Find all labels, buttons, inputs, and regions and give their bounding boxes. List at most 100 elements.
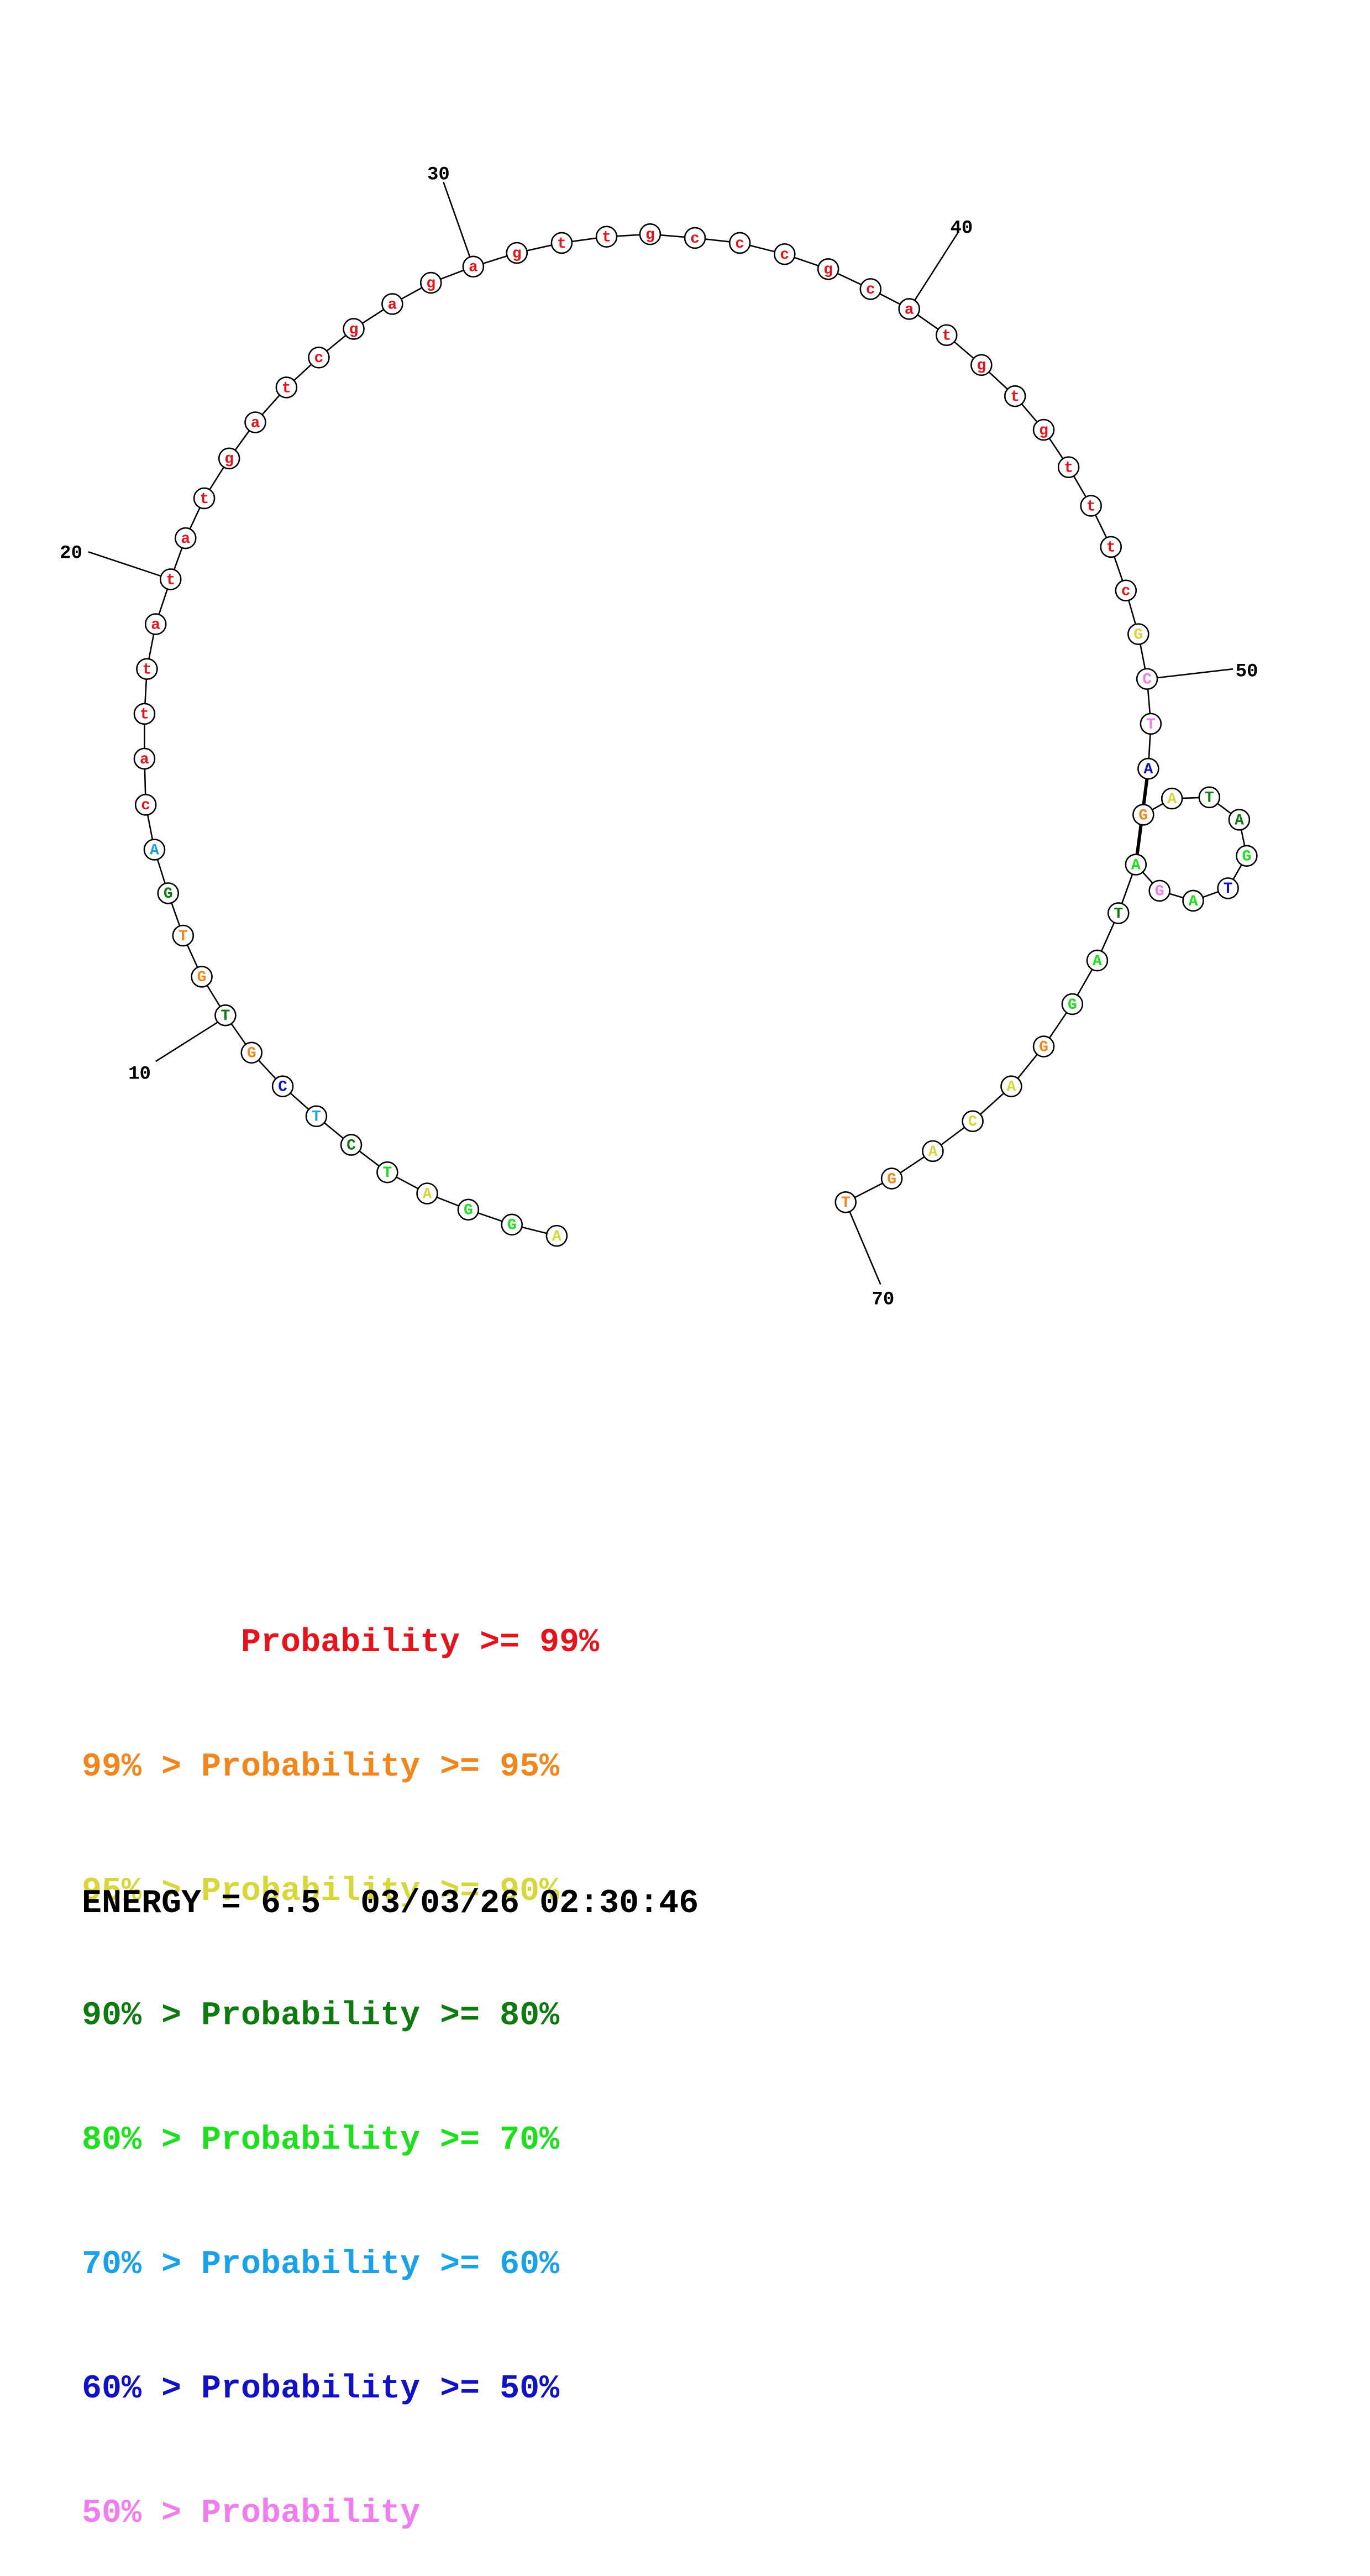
legend-row: 60% > Probability >= 50% <box>82 2370 560 2408</box>
timestamp: 03/03/26 02:30:46 <box>360 1885 699 1923</box>
nucleotide-letter: G <box>1138 807 1148 824</box>
nucleotide-circle <box>305 1105 328 1128</box>
nucleotide-letter: c <box>1121 583 1131 600</box>
nucleotide: G <box>191 966 213 988</box>
nucleotide: G <box>1132 804 1154 826</box>
nucleotide-letter: G <box>887 1171 896 1188</box>
nucleotide-letter: a <box>387 296 397 313</box>
nucleotide-circle <box>419 271 442 294</box>
nucleotide-circle <box>506 242 528 264</box>
nucleotide-letter: t <box>1106 540 1116 557</box>
nucleotide-circle <box>817 258 839 280</box>
nucleotide-circle <box>462 255 485 278</box>
nucleotide-letter: t <box>602 229 611 247</box>
nucleotide-letter: t <box>557 235 566 253</box>
nucleotide-circle <box>859 278 882 300</box>
nucleotide-letter: g <box>1039 422 1048 439</box>
position-label: 40 <box>951 218 973 239</box>
nucleotide-circle <box>1100 536 1122 558</box>
nucleotide-circle <box>639 223 662 245</box>
legend-row: 80% > Probability >= 70% <box>82 2122 560 2159</box>
nucleotide-circle <box>340 1134 363 1156</box>
nucleotide: G <box>157 882 180 904</box>
nucleotide-circle <box>1057 456 1080 478</box>
nucleotide-letter: A <box>150 842 159 859</box>
nucleotide-circle <box>550 232 573 254</box>
nucleotide: t <box>1057 456 1080 478</box>
nucleotide-circle <box>271 1075 294 1097</box>
position-label: 50 <box>1236 662 1258 683</box>
nucleotide-letter: G <box>164 886 173 903</box>
nucleotide-letter: T <box>312 1109 321 1126</box>
nucleotide: t <box>1004 385 1026 407</box>
nucleotide: G <box>1148 879 1170 902</box>
nucleotide-letter: A <box>928 1144 938 1161</box>
nucleotide-letter: G <box>197 969 207 986</box>
legend-row: 90% > Probability >= 80% <box>82 1997 560 2035</box>
nucleotide-letter: C <box>278 1079 287 1096</box>
nucleotide-letter: T <box>1205 790 1214 807</box>
nucleotide-letter: A <box>423 1186 432 1203</box>
nucleotide: t <box>275 376 298 399</box>
nucleotide: a <box>898 298 920 320</box>
nucleotide: t <box>159 568 182 590</box>
position-tick <box>909 232 959 310</box>
nucleotide-letter: T <box>1224 881 1233 898</box>
nucleotide-letter: c <box>314 350 324 367</box>
nucleotide: t <box>1080 495 1102 517</box>
nucleotide: t <box>595 226 618 248</box>
nucleotide-circle <box>684 227 706 249</box>
nucleotide: t <box>1100 536 1122 558</box>
nucleotide: T <box>305 1105 328 1128</box>
nucleotide: c <box>684 227 706 249</box>
nucleotide: T <box>1107 902 1130 924</box>
nucleotide-letter: a <box>251 415 260 432</box>
nucleotide: T <box>214 1004 237 1027</box>
nucleotide-letter: t <box>143 662 152 679</box>
nucleotide-circle <box>457 1198 480 1221</box>
nucleotide-circle <box>381 293 403 315</box>
nucleotide-letter: A <box>1131 857 1141 874</box>
nucleotide-circle <box>308 347 330 369</box>
nucleotide-circle <box>1228 809 1251 831</box>
nucleotide-letter: a <box>151 616 160 633</box>
nucleotide: A <box>1000 1075 1022 1097</box>
nucleotide-letter: t <box>282 380 291 397</box>
nucleotide-letter: T <box>1146 716 1156 734</box>
nucleotide: A <box>1228 809 1251 831</box>
nucleotide: a <box>462 255 485 278</box>
nucleotide-circle <box>595 226 618 248</box>
nucleotide-letter: A <box>1189 893 1198 910</box>
nucleotide-letter: c <box>141 797 150 814</box>
nucleotide: G <box>457 1198 480 1221</box>
nucleotide: a <box>144 613 167 635</box>
nucleotide: c <box>774 243 796 265</box>
nucleotide-letter: T <box>841 1195 851 1212</box>
nucleotide-circle <box>133 747 156 770</box>
nucleotide-letter: G <box>464 1202 473 1219</box>
nucleotide-circle <box>1198 786 1221 809</box>
nucleotide-circle <box>774 243 796 265</box>
nucleotide-circle <box>1132 804 1154 826</box>
nucleotide-letter: c <box>866 281 875 299</box>
nucleotide: A <box>1182 889 1204 912</box>
nucleotide-circle <box>159 568 182 590</box>
nucleotide-circle <box>144 613 167 635</box>
nucleotide-circle <box>1000 1075 1022 1097</box>
nucleotide-circle <box>1004 385 1026 407</box>
nucleotide: C <box>962 1110 984 1133</box>
position-label: 70 <box>872 1290 895 1311</box>
nucleotide: T <box>172 924 195 947</box>
nucleotide-circle <box>880 1167 903 1190</box>
nucleotide-letter: t <box>1086 498 1096 515</box>
nucleotide-letter: g <box>977 358 986 375</box>
nucleotide: a <box>381 293 403 315</box>
nucleotide-circle <box>962 1110 984 1133</box>
nucleotide-letter: C <box>347 1137 356 1154</box>
nucleotide-circle <box>134 794 157 816</box>
nucleotide-circle <box>214 1004 237 1027</box>
nucleotide: C <box>1136 668 1158 690</box>
nucleotide-circle <box>545 1224 568 1247</box>
